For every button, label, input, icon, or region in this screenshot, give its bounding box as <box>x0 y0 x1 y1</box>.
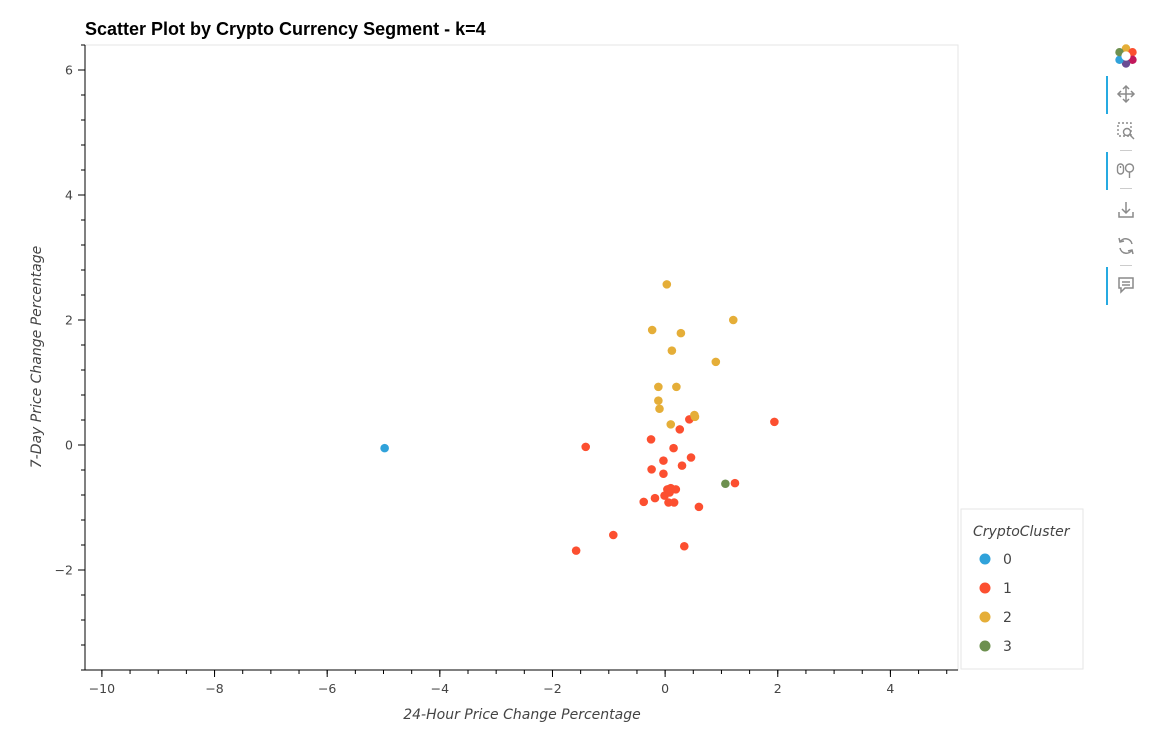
data-point-cluster-1[interactable] <box>659 456 668 465</box>
data-point-cluster-1[interactable] <box>671 485 681 494</box>
data-point-cluster-1[interactable] <box>730 478 740 488</box>
y-tick-label: 0 <box>65 438 73 453</box>
bokeh-logo-icon[interactable] <box>1106 42 1146 70</box>
data-point-cluster-1[interactable] <box>669 443 678 453</box>
data-point-cluster-1[interactable] <box>646 435 656 444</box>
data-point-cluster-2[interactable] <box>654 396 663 405</box>
hover-icon[interactable] <box>1106 267 1146 305</box>
chart-title: Scatter Plot by Crypto Currency Segment … <box>85 19 486 39</box>
toolbar-divider <box>1120 188 1132 189</box>
save-icon[interactable] <box>1106 196 1146 224</box>
data-point-cluster-1[interactable] <box>609 530 618 540</box>
x-tick-label: 0 <box>661 681 669 696</box>
legend-marker <box>979 640 991 652</box>
legend-title: CryptoCluster <box>973 524 1071 540</box>
data-point-cluster-1[interactable] <box>571 546 581 555</box>
legend-label: 0 <box>1003 552 1012 568</box>
data-point-cluster-1[interactable] <box>770 417 779 427</box>
y-tick-label: 2 <box>65 313 73 328</box>
plot-area[interactable] <box>84 44 959 671</box>
y-tick-label: 6 <box>65 63 73 78</box>
y-tick-label: −2 <box>55 563 73 578</box>
x-axis-label: 24-Hour Price Change Percentage <box>403 707 641 723</box>
x-tick-label: −4 <box>431 681 449 696</box>
data-point-cluster-1[interactable] <box>669 498 679 507</box>
reset-icon[interactable] <box>1106 232 1146 260</box>
x-tick-label: 4 <box>886 681 894 696</box>
data-point-cluster-1[interactable] <box>675 425 685 434</box>
x-tick-label: −2 <box>543 681 561 696</box>
x-tick-label: −6 <box>318 681 336 696</box>
data-points <box>380 280 779 555</box>
axes: −10 −8 −6 −4 −2 0 2 4 −2 0 2 4 6 <box>55 44 958 696</box>
pan-icon[interactable] <box>1106 76 1146 114</box>
data-point-cluster-1[interactable] <box>647 465 656 474</box>
box-zoom-icon[interactable] <box>1106 117 1146 145</box>
data-point-cluster-1[interactable] <box>694 502 704 512</box>
toolbar-divider <box>1120 150 1132 151</box>
data-point-cluster-0[interactable] <box>380 443 389 453</box>
x-tick-label: −10 <box>89 681 115 696</box>
data-point-cluster-1[interactable] <box>650 493 660 503</box>
legend-marker <box>979 582 991 594</box>
legend-marker <box>979 611 991 623</box>
data-point-cluster-2[interactable] <box>690 412 700 422</box>
data-point-cluster-1[interactable] <box>677 461 687 470</box>
wheel-zoom-icon[interactable] <box>1106 152 1146 190</box>
data-point-cluster-2[interactable] <box>672 382 681 392</box>
legend-label: 2 <box>1003 610 1012 626</box>
data-point-cluster-3[interactable] <box>721 479 730 489</box>
y-axis-label: 7-Day Price Change Percentage <box>29 246 45 469</box>
data-point-cluster-1[interactable] <box>659 469 668 479</box>
data-point-cluster-2[interactable] <box>711 357 721 367</box>
data-point-cluster-2[interactable] <box>662 280 672 289</box>
x-tick-label: −8 <box>205 681 223 696</box>
data-point-cluster-1[interactable] <box>581 442 591 452</box>
toolbar <box>1106 40 1146 310</box>
data-point-cluster-1[interactable] <box>679 541 689 551</box>
legend-label: 3 <box>1003 639 1012 655</box>
data-point-cluster-1[interactable] <box>686 453 696 462</box>
data-point-cluster-2[interactable] <box>728 315 738 325</box>
data-point-cluster-2[interactable] <box>655 404 664 414</box>
data-point-cluster-2[interactable] <box>667 346 677 355</box>
data-point-cluster-1[interactable] <box>639 497 649 507</box>
toolbar-divider <box>1120 265 1132 266</box>
y-tick-label: 4 <box>65 188 73 203</box>
x-tick-label: 2 <box>774 681 782 696</box>
data-point-cluster-2[interactable] <box>647 325 657 335</box>
data-point-cluster-2[interactable] <box>676 328 686 338</box>
legend-marker <box>979 553 991 565</box>
data-point-cluster-2[interactable] <box>654 382 663 392</box>
legend-label: 1 <box>1003 581 1012 597</box>
legend: CryptoCluster 0 1 2 3 <box>960 508 1084 670</box>
data-point-cluster-2[interactable] <box>666 420 676 429</box>
